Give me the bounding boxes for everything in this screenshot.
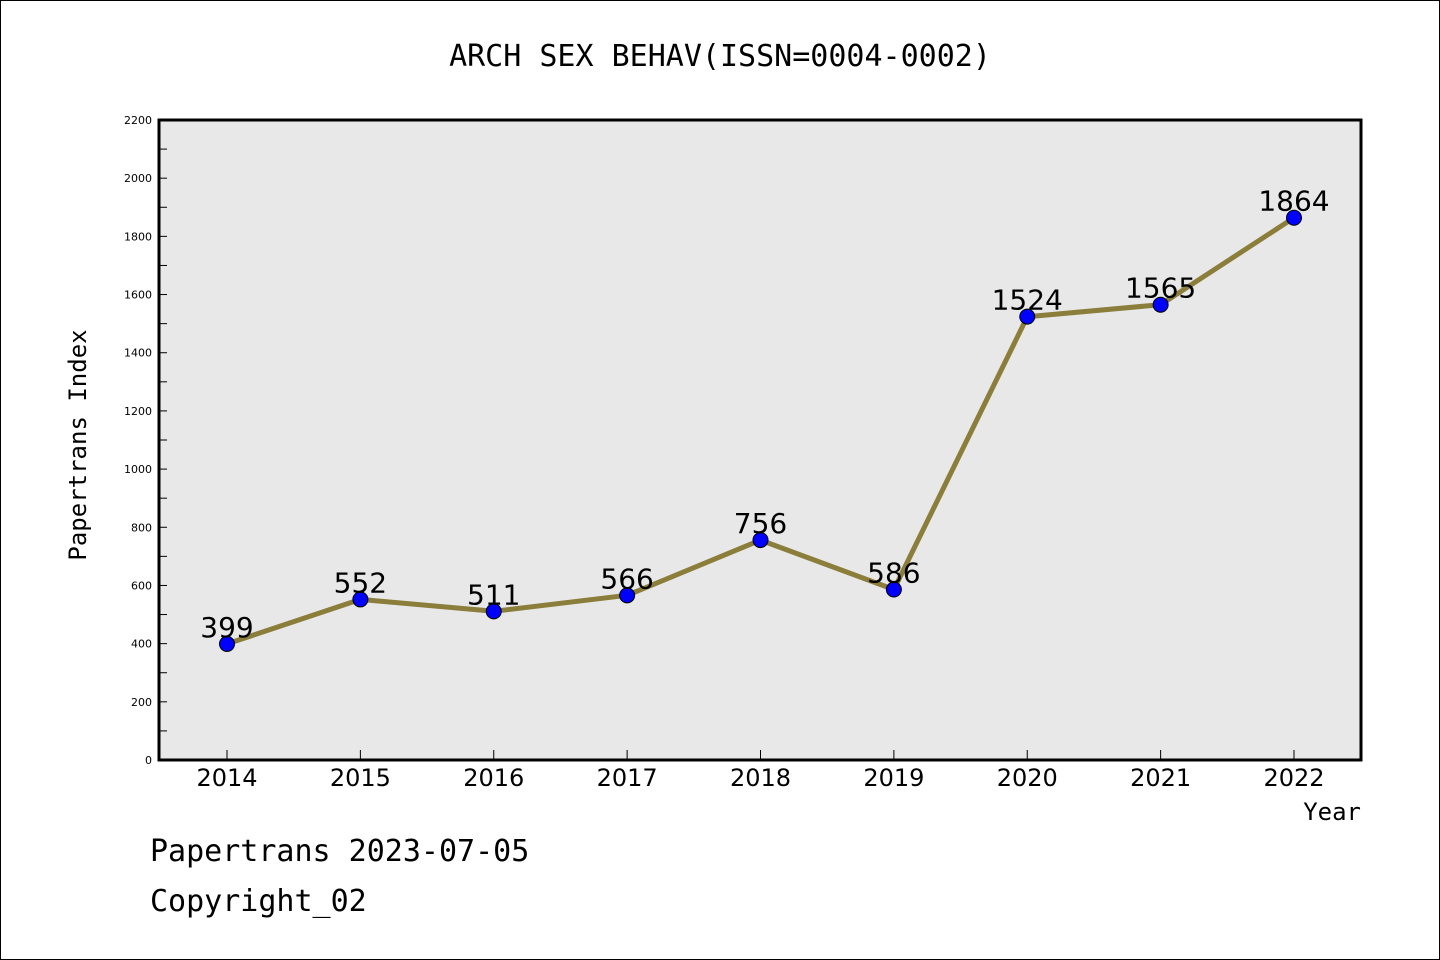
data-point [1152,296,1169,313]
y-tick-label: 200 [131,696,152,709]
data-label: 1864 [1258,185,1329,218]
data-point [752,532,769,549]
x-tick-label: 2021 [1130,764,1191,792]
footer-copyright-text: Copyright_02 [150,884,367,919]
y-tick-label: 1200 [124,405,152,418]
footer-date-text: Papertrans 2023-07-05 [150,834,530,869]
x-tick-label: 2022 [1263,764,1324,792]
x-axis-label: Year [1303,798,1361,826]
x-tick-label: 2019 [863,764,924,792]
plot-area [157,118,1363,762]
y-tick-label: 0 [145,754,152,767]
data-point [485,603,502,620]
data-point [1019,308,1036,325]
data-point [619,587,636,604]
data-label: 511 [467,578,520,611]
data-point [352,591,369,608]
data-point [219,635,235,652]
y-axis-label: Papertrans Index [64,329,92,560]
data-label: 1565 [1125,272,1196,305]
y-tick-label: 1600 [124,289,152,302]
data-label: 399 [200,611,253,644]
y-tick-label: 600 [131,579,152,592]
data-point [1286,209,1302,226]
y-tick-label: 1000 [124,463,152,476]
y-tick-label: 800 [131,521,152,534]
data-point [885,581,902,598]
data-label: 586 [867,557,920,590]
data-label: 756 [734,507,787,540]
data-label: 1524 [992,284,1063,317]
data-label: 566 [600,562,653,595]
x-tick-label: 2018 [730,764,791,792]
x-axis: 2014 2015 2016 2017 2018 2019 2020 2021 2022 [196,750,1325,792]
y-axis: 0 200 400 600 800 1000 1200 1400 1600 1800 2000 220… [124,114,167,767]
y-tick-label: 400 [131,638,152,651]
x-tick-label: 2020 [997,764,1058,792]
data-label: 552 [334,566,387,599]
x-tick-label: 2015 [330,764,391,792]
x-tick-label: 2014 [196,764,257,792]
x-tick-label: 2016 [463,764,524,792]
y-tick-label: 1400 [124,347,152,360]
data-labels: 399 552 511 566 756 586 1524 1565 1864 [200,185,1329,644]
y-tick-label: 2200 [124,114,152,127]
x-tick-label: 2017 [597,764,658,792]
data-markers [219,209,1302,652]
chart-title: ARCH SEX BEHAV(ISSN=0004-0002) [449,39,991,74]
y-tick-label: 2000 [124,172,152,185]
y-tick-label: 1800 [124,230,152,243]
